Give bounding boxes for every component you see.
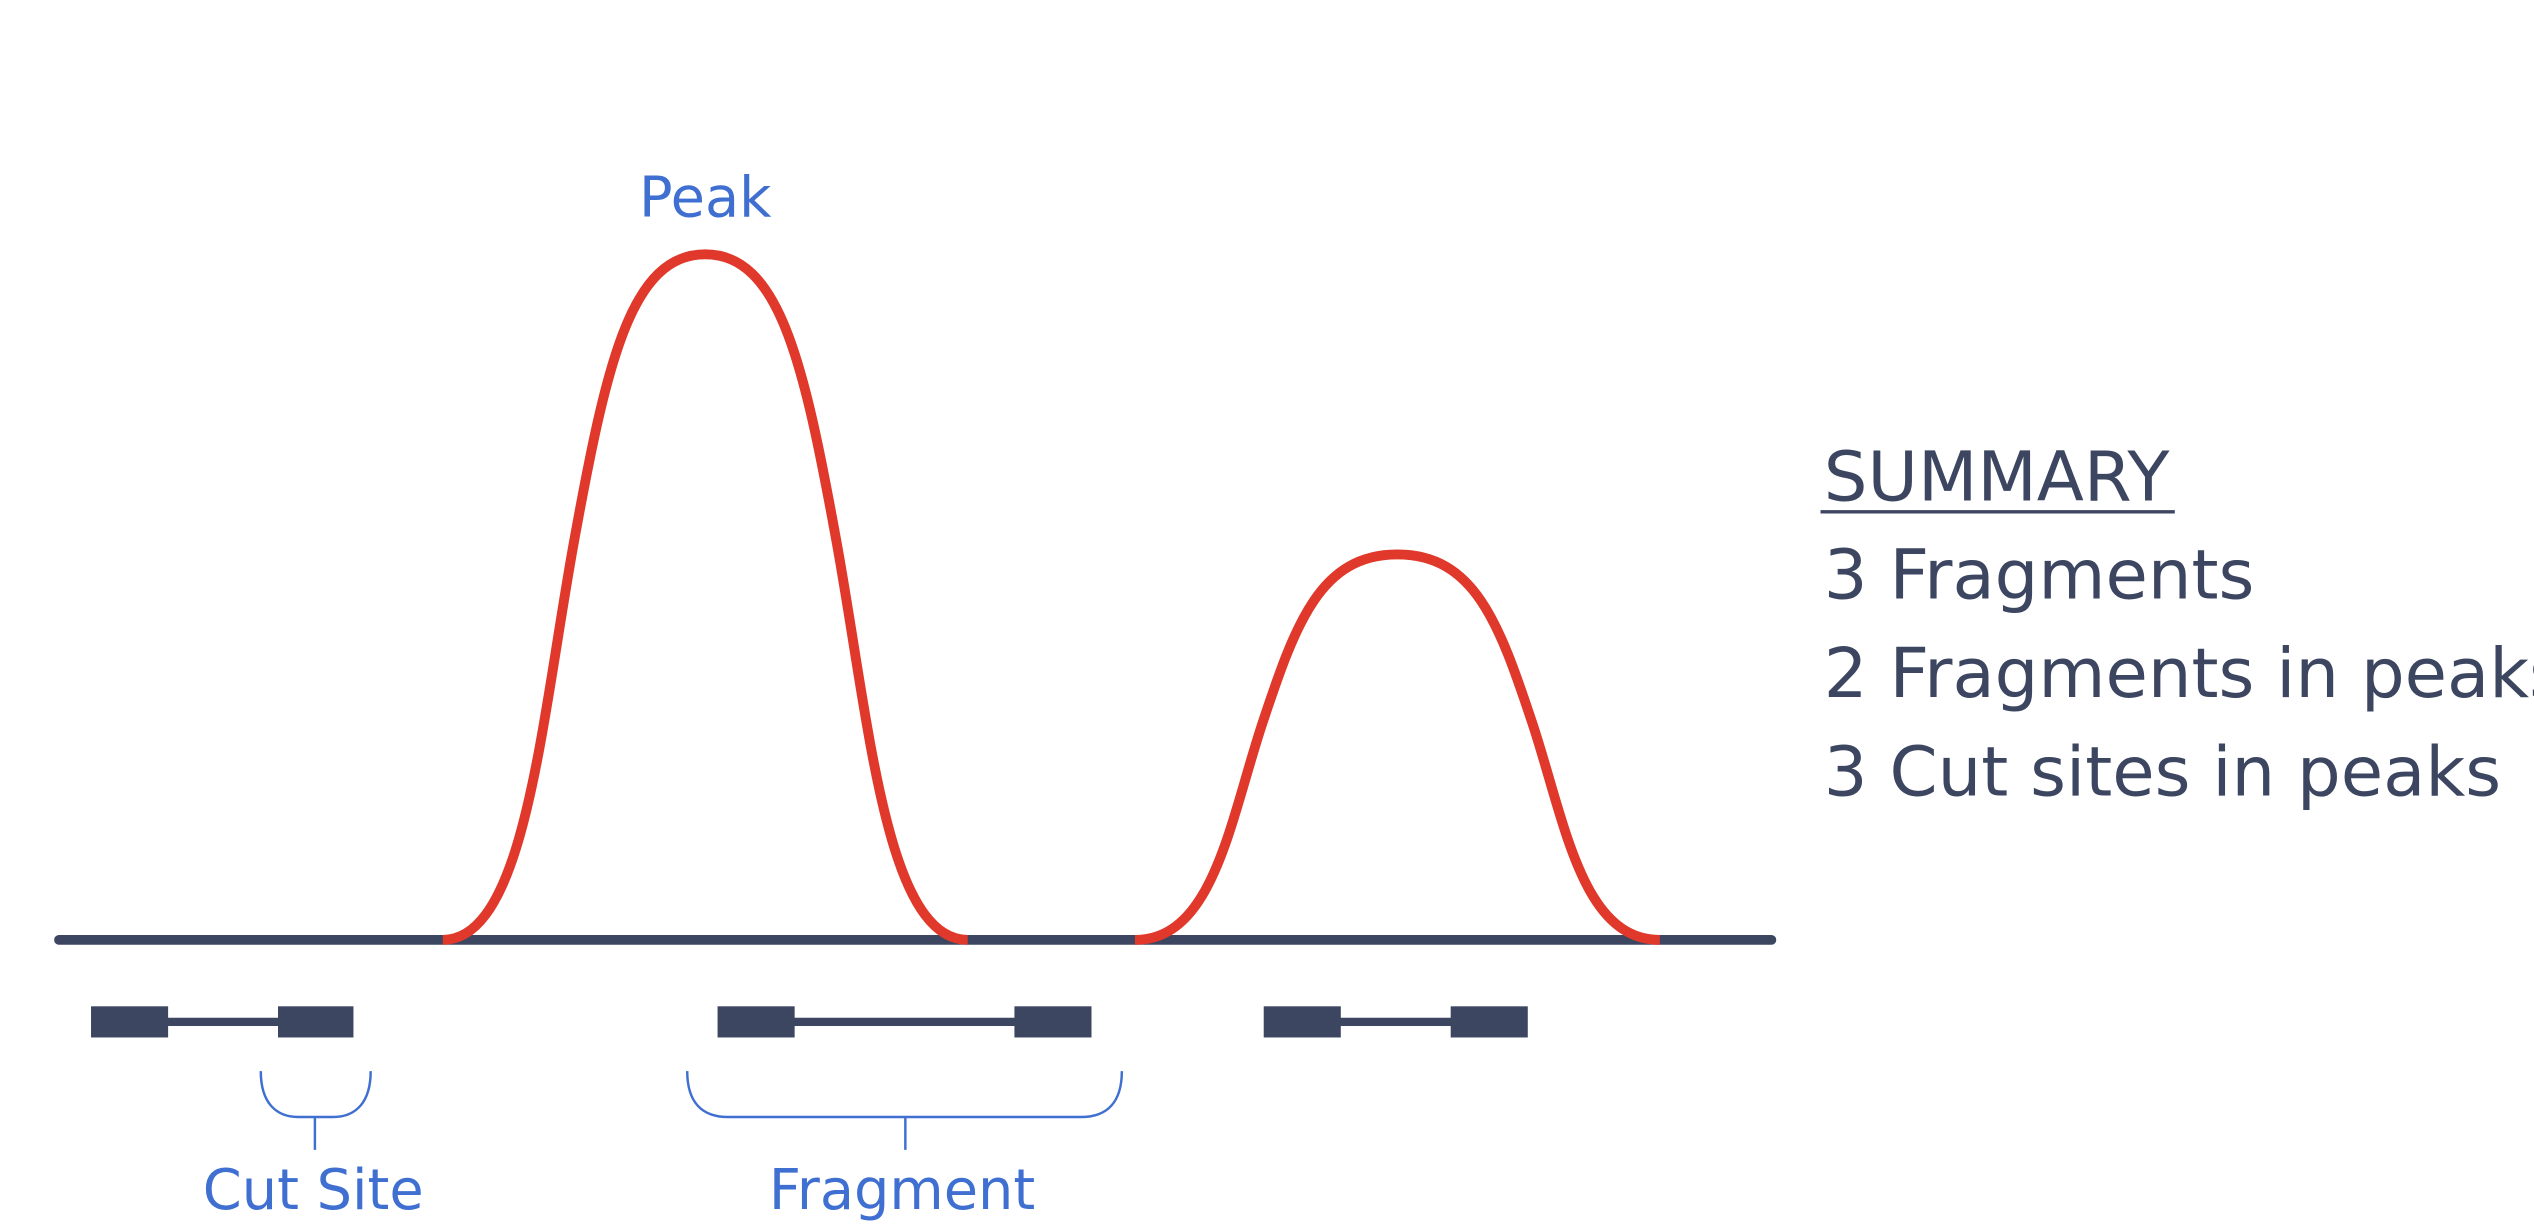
fragments	[91, 1006, 1528, 1038]
cut-site-label: Cut Site	[203, 1158, 424, 1223]
fragment-end	[717, 1006, 795, 1038]
summary-line: 2 Fragments in peaks	[1824, 634, 2534, 714]
fragment-end	[278, 1006, 354, 1038]
peak-curve	[442, 249, 969, 945]
summary-line: 3 Fragments	[1824, 536, 2255, 616]
fragment-end	[1263, 1006, 1341, 1038]
bracket	[685, 1071, 1124, 1150]
summary-line: 3 Cut sites in peaks	[1824, 733, 2501, 813]
peak-label: Peak	[639, 166, 772, 231]
bracket	[259, 1071, 372, 1150]
fragment-end	[1450, 1006, 1528, 1038]
fragment-end	[1014, 1006, 1092, 1038]
summary-title: SUMMARY	[1824, 437, 2171, 517]
peak-curve	[1134, 549, 1661, 945]
fragment-end	[91, 1006, 169, 1038]
fragment-label: Fragment	[769, 1158, 1035, 1223]
